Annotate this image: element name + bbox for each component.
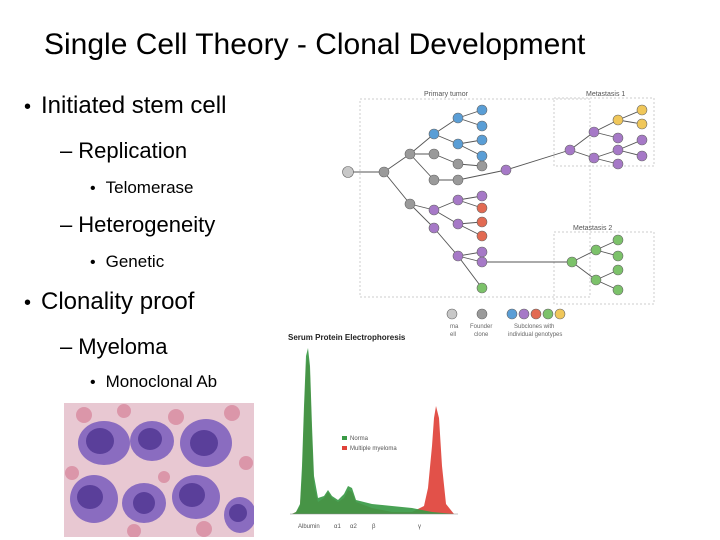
- blue-cell: [428, 128, 440, 140]
- purple-cell: [428, 204, 440, 216]
- green-cell: [612, 234, 624, 246]
- purple-cell: [476, 256, 488, 268]
- yellow-cell: [636, 118, 648, 130]
- green-cell: [476, 282, 488, 294]
- legend-subclone-yellow: [554, 308, 566, 320]
- primary-tumor-label: Primary tumor: [424, 91, 469, 98]
- founder-cell: [476, 160, 488, 172]
- axis-label-alpha1: α1: [334, 524, 341, 530]
- green-cell: [612, 264, 624, 276]
- purple-cell: [612, 144, 624, 156]
- founder-cell: [404, 148, 416, 160]
- red-cell: [476, 216, 488, 228]
- legend-subclones-label: Subclones with: [514, 324, 554, 330]
- blue-cell: [452, 138, 464, 150]
- yellow-cell: [612, 114, 624, 126]
- legend-myeloma-label: Multiple myeloma: [350, 446, 397, 452]
- purple-cell: [636, 134, 648, 146]
- sub-bullet-myeloma: – Myeloma: [60, 334, 168, 359]
- purple-cell: [636, 150, 648, 162]
- legend-subclone-purple: [518, 308, 530, 320]
- purple-cell: [428, 222, 440, 234]
- cells: [342, 104, 648, 296]
- legend-subclone-green: [542, 308, 554, 320]
- electrophoresis-chart: Serum Protein Electrophoresis Norma Mult…: [288, 333, 458, 530]
- blue-cell: [476, 150, 488, 162]
- purple-cell: [612, 158, 624, 170]
- legend-normal-label: ma: [450, 324, 459, 330]
- electrophoresis-title: Serum Protein Electrophoresis: [288, 333, 406, 342]
- normal-cell: [342, 166, 354, 178]
- slide-title: Single Cell Theory - Clonal Development: [44, 28, 586, 61]
- legend-founder-label: Founder: [470, 324, 492, 330]
- lineage-lines: [348, 109, 643, 291]
- myeloma-micrograph: [64, 403, 254, 537]
- purple-cell: [452, 250, 464, 262]
- red-cell: [476, 230, 488, 242]
- legend-normal-label2: ell: [450, 332, 456, 338]
- axis-label-beta: β: [372, 524, 376, 530]
- blue-cell: [476, 134, 488, 146]
- bullet-initiated-stem-cell: • Initiated stem cell: [24, 92, 227, 119]
- sub-sub-bullet-telomerase: • Telomerase: [90, 178, 194, 197]
- legend-subclone-blue: [506, 308, 518, 320]
- legend-normal-swatch: [342, 436, 347, 440]
- purple-cell: [452, 218, 464, 230]
- purple-cell: [500, 164, 512, 176]
- purple-cell: [612, 132, 624, 144]
- purple-cell: [564, 144, 576, 156]
- plasma-cells: [70, 419, 254, 533]
- founder-cell: [452, 174, 464, 186]
- purple-cell: [476, 190, 488, 202]
- founder-cell: [428, 174, 440, 186]
- purple-cell: [452, 194, 464, 206]
- sub-bullet-replication: – Replication: [60, 138, 188, 163]
- red-blood-cells: [65, 404, 253, 537]
- legend-subclone-red: [530, 308, 542, 320]
- green-cell: [590, 244, 602, 256]
- axis-label-alpha2: α2: [350, 524, 357, 530]
- founder-cell: [378, 166, 390, 178]
- purple-cell: [476, 246, 488, 258]
- blue-cell: [476, 120, 488, 132]
- axis-label-albumin: Albumin: [298, 524, 320, 530]
- cell-legend: [446, 308, 566, 320]
- axis-label-gamma: γ: [418, 524, 421, 530]
- legend-subclones-label2: individual genotypes: [508, 332, 562, 338]
- founder-cell: [452, 158, 464, 170]
- sub-bullet-heterogeneity: – Heterogeneity: [60, 212, 216, 237]
- founder-cell: [428, 148, 440, 160]
- blue-cell: [476, 104, 488, 116]
- clonal-development-diagram: Primary tumor Metastasis 1 Metastasis 2: [342, 91, 655, 338]
- legend-founder-label2: clone: [474, 332, 489, 338]
- legend-founder-cell: [476, 308, 488, 320]
- sub-sub-bullet-genetic: • Genetic: [90, 252, 165, 271]
- green-cell: [590, 274, 602, 286]
- blue-cell: [452, 112, 464, 124]
- founder-cell: [404, 198, 416, 210]
- normal-curve: [292, 348, 454, 514]
- legend-normal-cell: [446, 308, 458, 320]
- bullet-clonality-proof: • Clonality proof: [24, 288, 195, 315]
- legend-normal-label: Norma: [350, 436, 369, 442]
- green-cell: [612, 250, 624, 262]
- sub-sub-bullet-monoclonal-ab: • Monoclonal Ab: [90, 372, 218, 391]
- legend-myeloma-swatch: [342, 446, 347, 450]
- purple-cell: [588, 126, 600, 138]
- metastasis1-label: Metastasis 1: [586, 91, 625, 98]
- yellow-cell: [636, 104, 648, 116]
- green-cell: [566, 256, 578, 268]
- green-cell: [612, 284, 624, 296]
- purple-cell: [588, 152, 600, 164]
- metastasis2-label: Metastasis 2: [573, 225, 612, 232]
- red-cell: [476, 202, 488, 214]
